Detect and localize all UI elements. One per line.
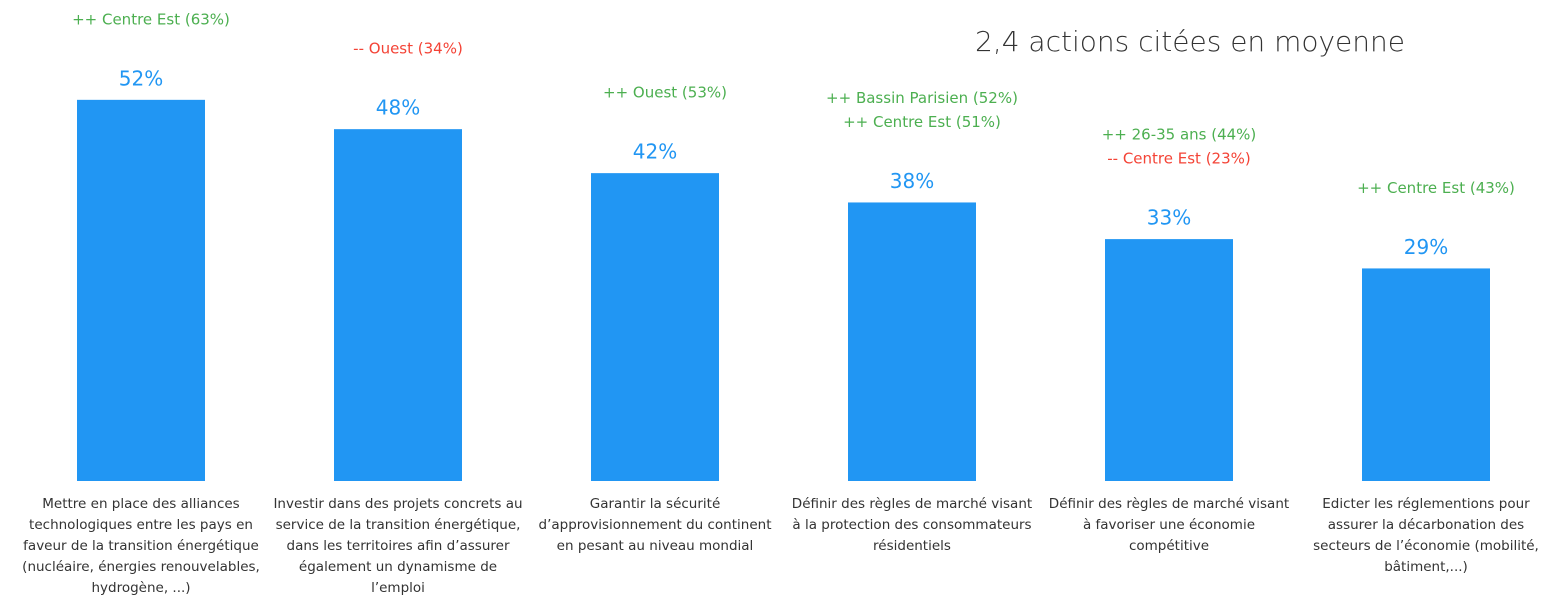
category-label: Définir des règles de marché visant à fa…	[1048, 496, 1290, 554]
value-label: 48%	[376, 96, 420, 120]
bar	[1105, 239, 1233, 481]
value-label: 29%	[1404, 235, 1448, 259]
annotation: -- Centre Est (23%)	[1107, 150, 1251, 168]
bar	[848, 202, 976, 481]
value-label: 33%	[1147, 206, 1191, 230]
annotation: ++ Ouest (53%)	[603, 84, 727, 102]
annotation: ++ 26-35 ans (44%)	[1102, 126, 1257, 144]
value-label: 38%	[890, 169, 934, 193]
category-label: Mettre en place des alliances technologi…	[22, 496, 260, 596]
category-label: Définir des règles de marché visant à la…	[791, 496, 1033, 554]
annotation: ++ Bassin Parisien (52%)	[826, 89, 1018, 107]
bar	[334, 129, 462, 481]
value-label: 42%	[633, 140, 677, 164]
annotation: ++ Centre Est (51%)	[843, 113, 1001, 131]
category-label: Edicter les réglementions pour assurer l…	[1313, 496, 1539, 575]
annotation: ++ Centre Est (63%)	[72, 10, 230, 28]
chart-subtitle: 2,4 actions citées en moyenne	[975, 25, 1405, 58]
bar	[77, 99, 205, 481]
bar	[1362, 268, 1490, 481]
value-label: 52%	[119, 66, 163, 90]
annotation: -- Ouest (34%)	[353, 40, 463, 58]
category-label: Investir dans des projets concrets au se…	[273, 496, 523, 596]
category-label: Garantir la sécurité d’approvisionnement…	[538, 496, 772, 554]
annotation: ++ Centre Est (43%)	[1357, 179, 1515, 197]
bar	[591, 173, 719, 481]
